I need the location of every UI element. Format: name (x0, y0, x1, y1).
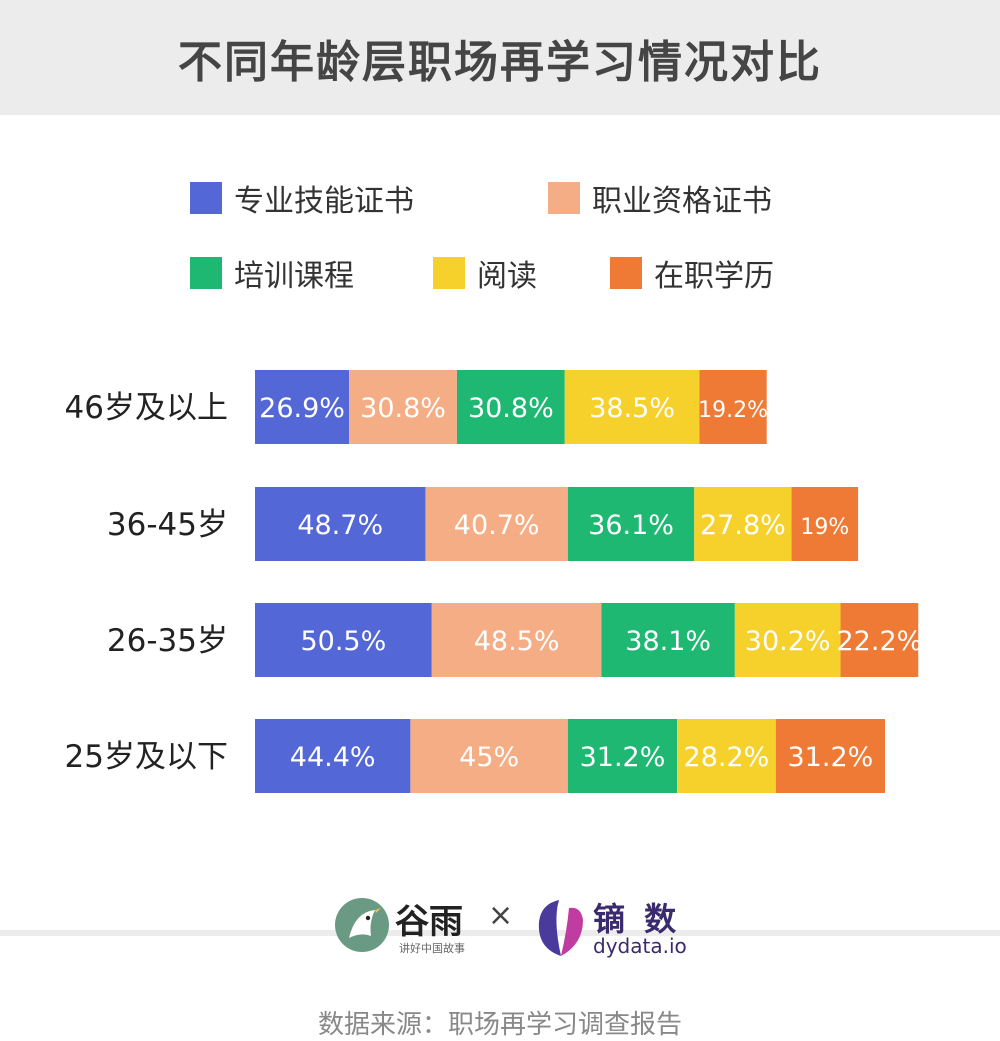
legend-label: 阅读 (477, 259, 537, 294)
footer-divider (0, 930, 1000, 936)
dydata-logo: 镝 数 dydata.io (533, 892, 703, 972)
bar-segment (410, 719, 568, 793)
bar-segment (601, 603, 735, 677)
bar-segment (456, 370, 565, 444)
data-label: 45% (459, 742, 519, 773)
guyu-logo: 谷雨 讲好中国故事 (335, 892, 485, 972)
data-label: 27.8% (700, 510, 786, 541)
category-label: 25岁及以下 (65, 739, 228, 775)
bar-segment (775, 719, 885, 793)
legend-swatch-training (190, 257, 222, 289)
legend-label: 培训课程 (234, 259, 354, 294)
bar-segment (431, 603, 602, 677)
bar-segment (255, 487, 426, 561)
data-label: 26.9% (259, 393, 345, 424)
category-label: 36-45岁 (107, 507, 228, 543)
guyu-logo-name: 谷雨 (395, 902, 463, 942)
dydata-logo-url: dydata.io (593, 934, 687, 958)
legend-item-degree: 在职学历 (610, 253, 774, 294)
data-label: 36.1% (588, 510, 674, 541)
data-label: 48.5% (474, 626, 560, 657)
legend-swatch-skill-cert (190, 182, 222, 214)
data-label: 31.2% (788, 742, 874, 773)
bar-segment (255, 370, 350, 444)
legend-label: 在职学历 (654, 259, 774, 294)
bird-icon (335, 898, 389, 952)
data-label: 30.8% (360, 393, 446, 424)
data-label: 38.1% (625, 626, 711, 657)
bar-segment (840, 603, 919, 677)
data-label: 40.7% (454, 510, 540, 541)
data-label: 22.2% (837, 626, 923, 657)
legend-label: 职业资格证书 (592, 184, 772, 219)
legend-label: 专业技能证书 (234, 184, 414, 219)
legend-item-training: 培训课程 (190, 253, 354, 294)
bar-segment (564, 370, 700, 444)
legend-swatch-degree (610, 257, 642, 289)
page-title: 不同年龄层职场再学习情况对比 (178, 37, 822, 88)
data-label: 30.2% (745, 626, 831, 657)
bar-segment (567, 719, 678, 793)
data-label: 31.2% (580, 742, 666, 773)
data-source: 数据来源：职场再学习调查报告 (317, 1010, 682, 1040)
bar-segment (255, 719, 411, 793)
data-label: 44.4% (290, 742, 376, 773)
legend-swatch-qualification-cert (548, 182, 580, 214)
data-label: 50.5% (300, 626, 386, 657)
data-label: 19% (800, 515, 849, 540)
legend-item-reading: 阅读 (433, 253, 537, 294)
legend-item-skill-cert: 专业技能证书 (190, 178, 414, 219)
title-bar (0, 0, 1000, 115)
bar-segment (255, 603, 432, 677)
dydata-logo-name: 镝 数 (593, 900, 681, 938)
legend-swatch-reading (433, 257, 465, 289)
guyu-logo-tagline: 讲好中国故事 (399, 942, 465, 955)
category-label: 26-35岁 (107, 623, 228, 659)
bar-segment (567, 487, 695, 561)
bar-segment (734, 603, 841, 677)
bar-segment (425, 487, 568, 561)
legend-item-qualification-cert: 职业资格证书 (548, 178, 772, 219)
butterfly-icon (538, 900, 583, 956)
data-label: 38.5% (589, 393, 675, 424)
data-label: 30.8% (468, 393, 554, 424)
data-label: 19.2% (698, 398, 768, 423)
category-label: 46岁及以上 (65, 390, 228, 426)
logo-separator: × (488, 898, 514, 933)
bar-segment (791, 487, 859, 561)
data-label: 28.2% (684, 742, 770, 773)
data-label: 48.7% (297, 510, 383, 541)
bar-segment (677, 719, 776, 793)
bar-segment (699, 370, 767, 444)
bar-segment (694, 487, 792, 561)
bar-segment (349, 370, 457, 444)
